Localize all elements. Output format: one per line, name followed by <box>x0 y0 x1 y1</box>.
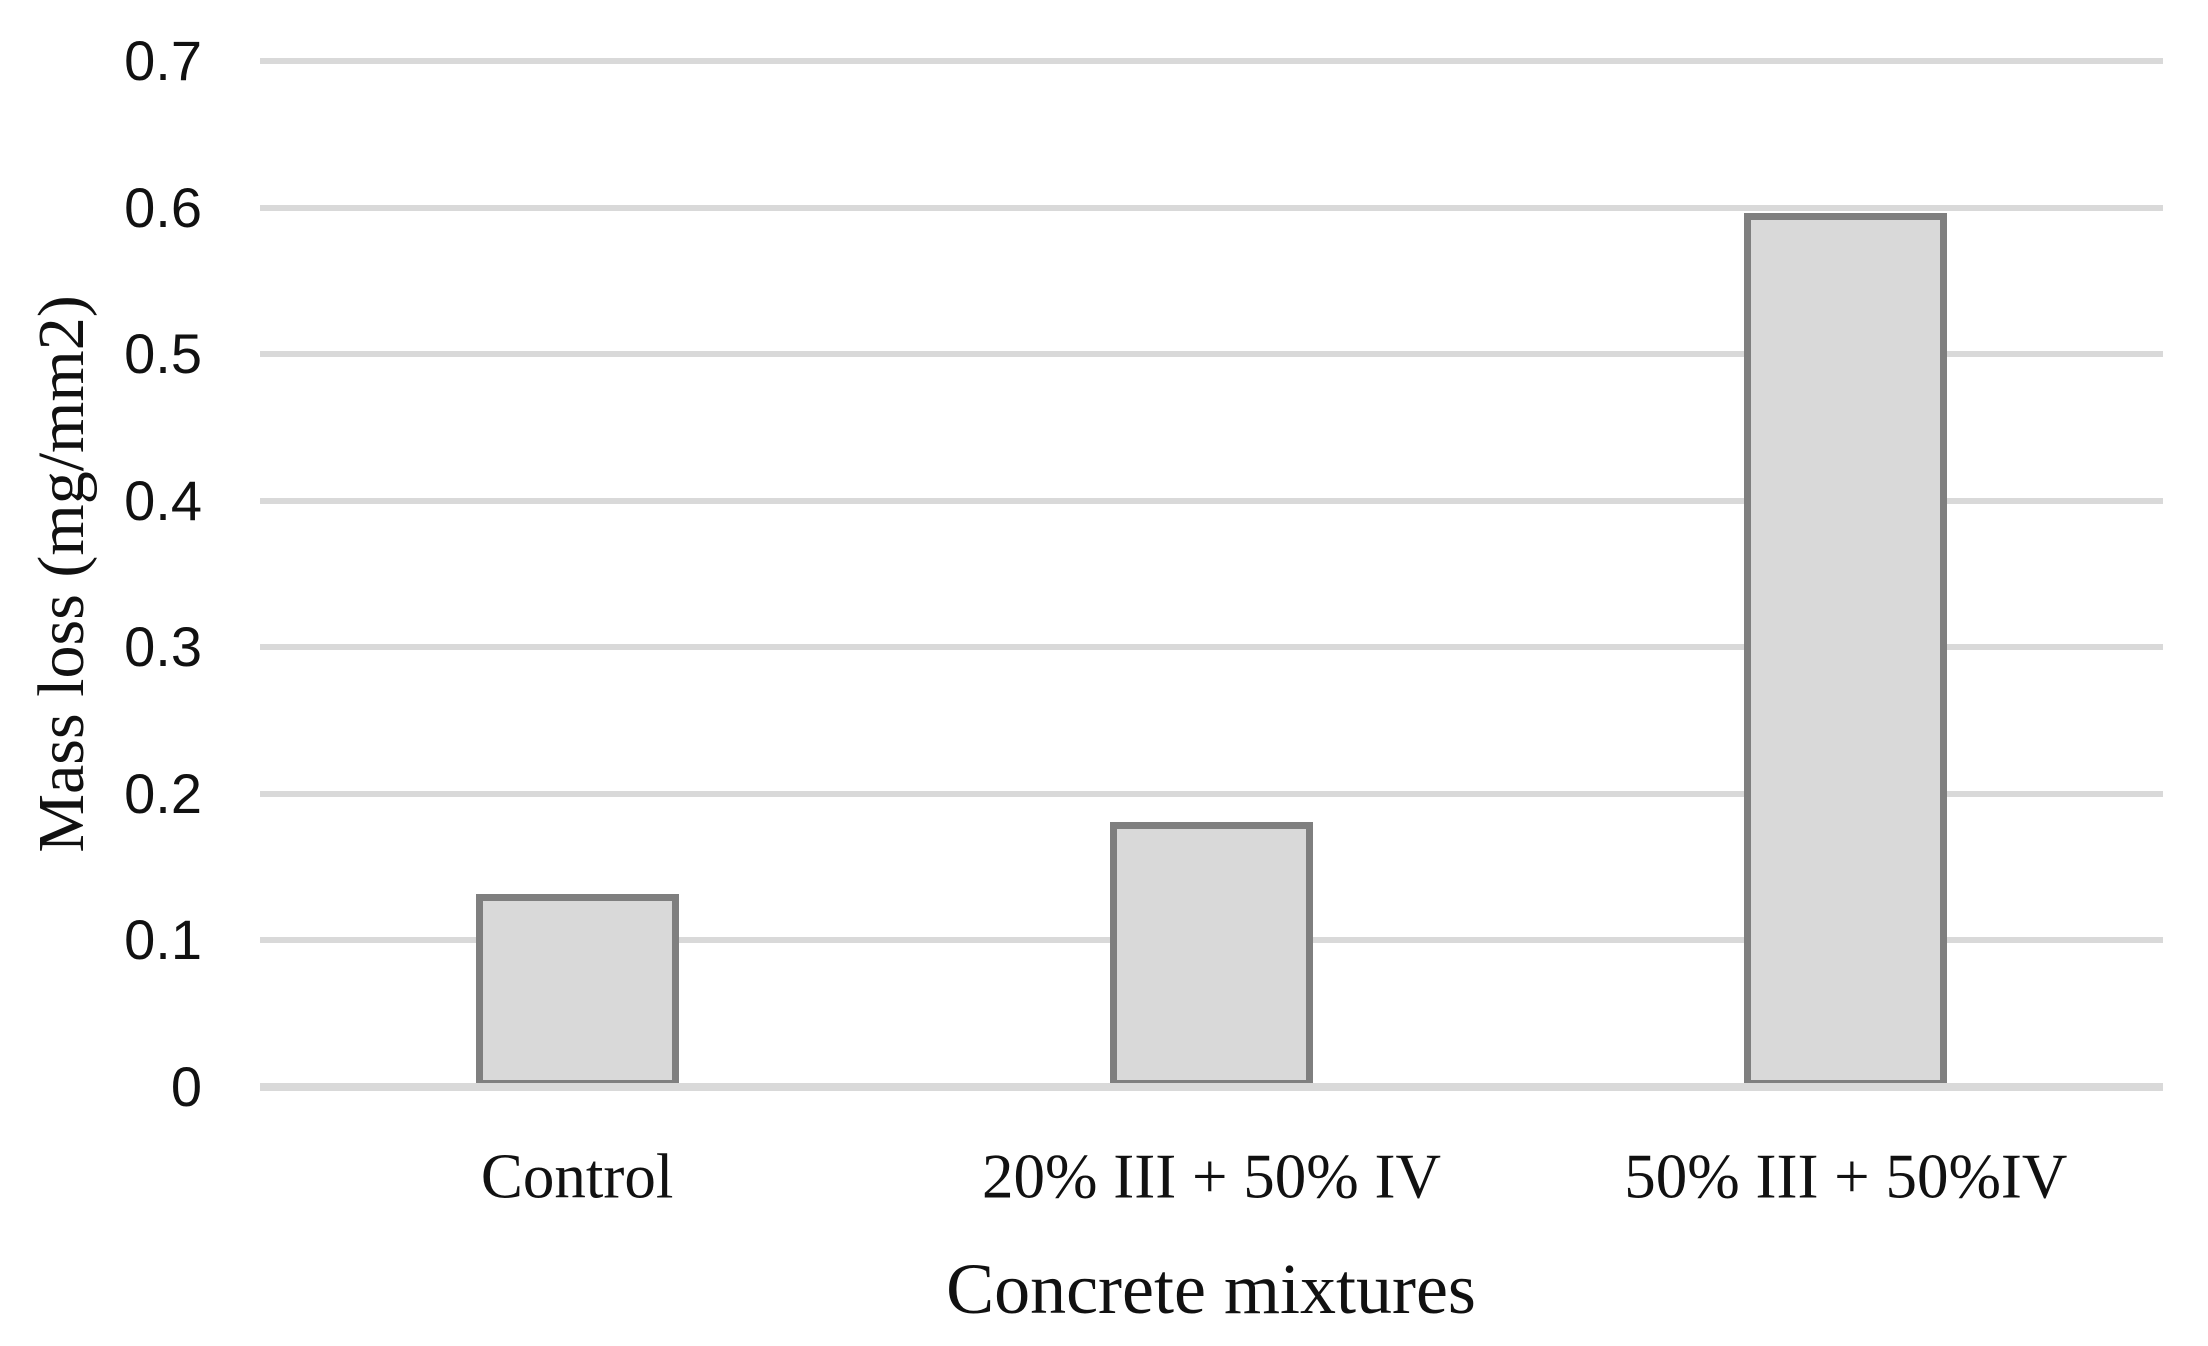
bar-1 <box>475 893 679 1087</box>
category-label: 20% III + 50% IV <box>982 1141 1441 1212</box>
gridline <box>260 790 2163 797</box>
y-tick-label: 0.3 <box>124 615 202 679</box>
gridline <box>260 58 2163 64</box>
gridline <box>260 497 2163 504</box>
y-tick-label: 0.2 <box>124 761 202 825</box>
y-tick-label: 0.4 <box>124 468 202 532</box>
gridline <box>260 204 2163 211</box>
gridline <box>260 351 2163 358</box>
y-tick-label: 0.1 <box>124 908 202 972</box>
category-label: 50% III + 50%IV <box>1624 1141 2068 1212</box>
x-axis-title: Concrete mixtures <box>946 1249 1476 1329</box>
plot-area <box>260 58 2163 1091</box>
y-tick-label: 0.5 <box>124 322 202 386</box>
y-tick-label: 0 <box>170 1055 202 1118</box>
y-tick-label: 0.7 <box>124 29 202 92</box>
y-tick-label: 0.6 <box>124 175 202 239</box>
bar-2 <box>1110 821 1313 1087</box>
x-axis-line <box>260 1083 2163 1091</box>
category-label: Control <box>480 1141 674 1212</box>
gridline <box>260 644 2163 651</box>
bar-3 <box>1744 213 1948 1087</box>
